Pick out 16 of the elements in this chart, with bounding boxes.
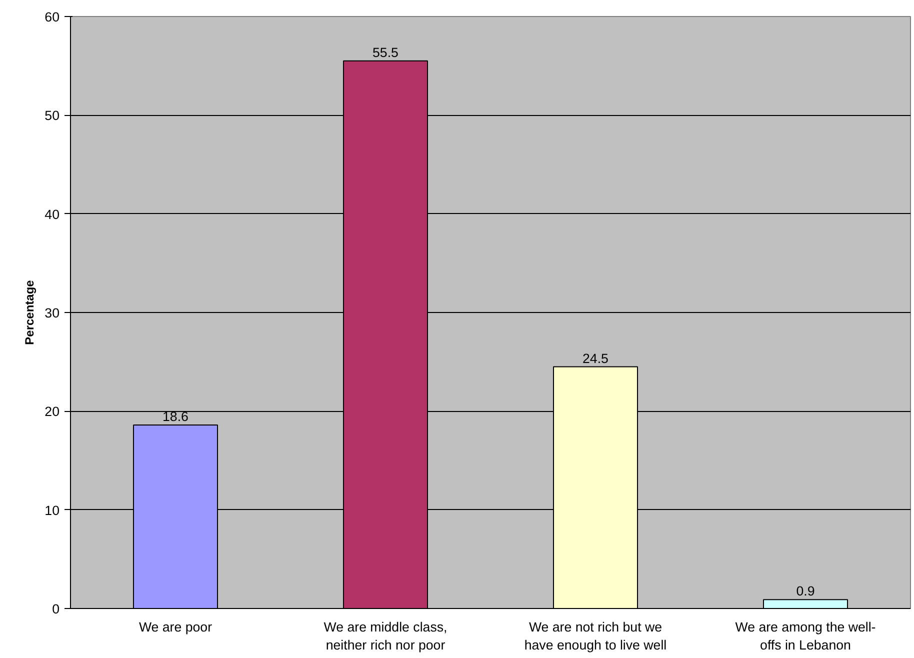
data-label: 0.9: [796, 584, 815, 599]
data-label: 24.5: [582, 350, 608, 366]
y-tick-label: 10: [44, 502, 60, 518]
y-tick-label: 0: [52, 602, 60, 616]
data-label: 55.5: [372, 44, 398, 60]
y-axis-title: Percentage: [22, 280, 37, 345]
x-tick-label: We are among the well-offs in Lebanon: [735, 620, 876, 652]
x-tick-label: We are poor: [138, 620, 213, 634]
y-tick-label: 40: [44, 206, 60, 222]
x-tick-label: We are middle class, neither rich nor poor: [324, 620, 448, 652]
y-tick-label: 30: [44, 306, 60, 320]
y-tick-label: 20: [44, 404, 60, 420]
y-tick-label: 60: [44, 10, 60, 24]
data-label: 18.6: [162, 408, 188, 424]
y-tick-label: 50: [44, 108, 60, 124]
x-tick-label: We are not rich but we have enough to live well: [524, 620, 667, 652]
